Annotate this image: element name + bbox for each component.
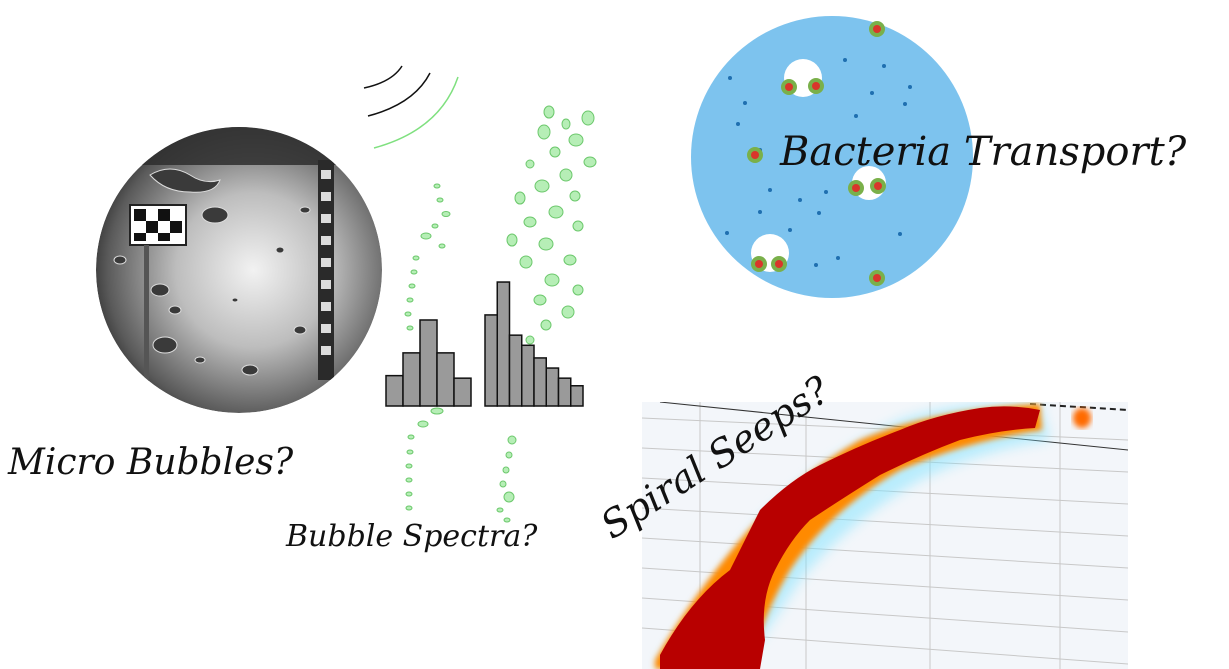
histogram-left-bar-1 <box>385 374 404 407</box>
bacteria-transport-disc <box>691 16 973 298</box>
histogram-right-bar-5 <box>533 357 547 407</box>
histogram-left <box>385 319 472 407</box>
ruler-marks <box>321 170 331 355</box>
bubble-plume-right <box>496 105 597 523</box>
histogram-right-bar-2 <box>496 281 511 407</box>
seep-grid <box>642 402 1128 669</box>
histogram-left-bar-3 <box>419 319 438 407</box>
histogram-left-bar-2 <box>402 352 421 407</box>
histogram-right-bar-3 <box>508 334 523 407</box>
histogram-right-bar-1 <box>484 314 498 407</box>
bubble-plume-left <box>404 183 451 511</box>
histogram-right-bar-4 <box>521 344 535 407</box>
micro-bubbles-photo <box>96 127 382 413</box>
histogram-left-bar-5 <box>453 377 472 407</box>
photo-bubbles <box>113 168 311 376</box>
bacteria-transport-label: Bacteria Transport? <box>779 129 1187 175</box>
spiral-seeps-plot <box>642 402 1128 669</box>
free-bacteria-dots <box>725 58 912 267</box>
calibration-target <box>129 204 187 246</box>
bacteria-clusters <box>747 21 886 286</box>
histogram-right-bar-7 <box>557 377 572 407</box>
histogram-right-bar-6 <box>545 367 560 407</box>
histogram-right <box>484 281 584 407</box>
histogram-right-bar-8 <box>570 385 584 407</box>
sound-wave-icon <box>363 65 459 149</box>
bubble-spectra-label: Bubble Spectra? <box>285 519 538 554</box>
micro-bubbles-label: Micro Bubbles? <box>7 442 294 483</box>
histogram-left-bar-4 <box>436 352 455 407</box>
